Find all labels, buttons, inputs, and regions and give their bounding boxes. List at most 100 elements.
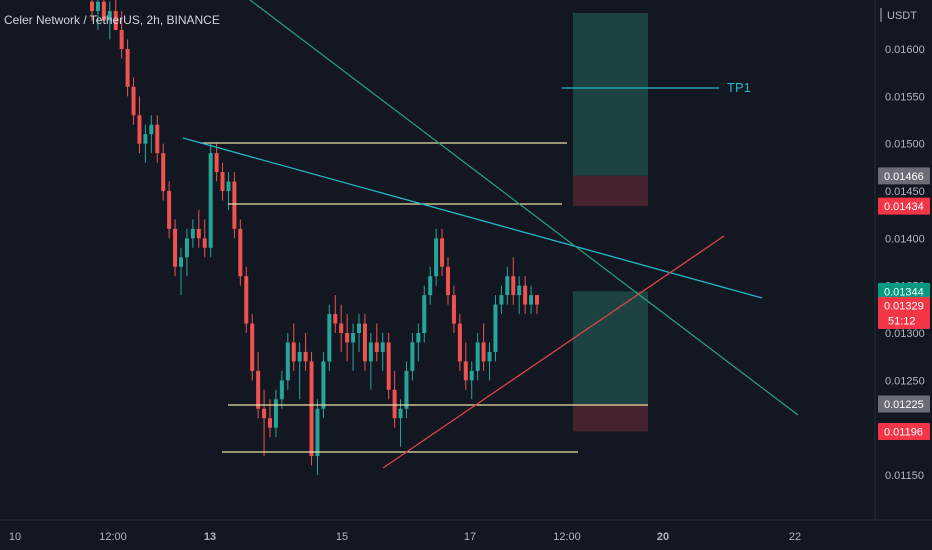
- candle: [392, 370, 397, 428]
- candle: [505, 266, 510, 305]
- candle: [463, 342, 468, 390]
- svg-text:0.01196: 0.01196: [884, 426, 923, 438]
- stop-zone-bottom: [573, 404, 648, 432]
- candle: [297, 342, 302, 400]
- price-labels: 0.01466 0.01434 0.01344 0.01329 51:12 0.01225…: [878, 167, 930, 440]
- time-tick: 20: [657, 531, 669, 543]
- candle: [333, 295, 338, 333]
- candle: [374, 323, 379, 362]
- candle: [357, 314, 361, 352]
- candle: [291, 323, 296, 371]
- candle: [143, 124, 148, 163]
- candle: [481, 323, 486, 371]
- candle: [493, 295, 498, 362]
- candle: [475, 333, 480, 381]
- candle: [184, 228, 189, 277]
- candle: [321, 351, 326, 419]
- candle: [125, 39, 130, 97]
- time-axis[interactable]: 10 12:00 13 15 17 12:00 20 22: [9, 531, 801, 543]
- candle: [386, 333, 391, 400]
- position-zones: [573, 13, 648, 432]
- candle: [380, 333, 385, 371]
- candle: [173, 219, 178, 277]
- diagonal-trendline: [249, 0, 799, 416]
- time-tick: 22: [789, 531, 801, 543]
- target-zone-bottom: [573, 291, 648, 404]
- candle: [113, 0, 118, 31]
- candle: [95, 0, 100, 31]
- candle: [362, 314, 367, 371]
- candle: [428, 266, 433, 305]
- candle: [196, 209, 201, 248]
- price-label: 0.01434: [878, 197, 930, 215]
- time-tick: 10: [9, 531, 21, 543]
- candle: [190, 219, 195, 248]
- time-tick: 15: [336, 531, 348, 543]
- candle: [214, 143, 219, 182]
- candle: [309, 351, 314, 466]
- candle: [440, 228, 445, 277]
- candle: [410, 333, 415, 381]
- time-tick: 12:00: [553, 531, 581, 543]
- candle: [220, 162, 225, 201]
- price-tick: 0.01250: [885, 375, 925, 387]
- price-tick: 0.01600: [885, 44, 925, 56]
- candle: [315, 399, 320, 475]
- svg-text:51:12: 51:12: [888, 316, 916, 328]
- candle: [167, 181, 172, 239]
- stop-zone-top: [573, 175, 648, 207]
- candle: [398, 399, 403, 447]
- candle: [202, 219, 207, 258]
- candle: [279, 370, 284, 409]
- candle: [469, 361, 474, 400]
- symbol-title: Celer Network / TetherUS, 2h, BINANCE: [4, 13, 220, 27]
- target-zone-top: [573, 13, 648, 176]
- candle: [303, 333, 308, 371]
- candle: [137, 96, 142, 154]
- candle: [327, 304, 332, 371]
- candle: [351, 323, 356, 371]
- candle: [285, 333, 290, 390]
- candle: [345, 314, 350, 362]
- candle: [101, 0, 106, 21]
- candle: [232, 172, 237, 239]
- candle: [244, 266, 249, 333]
- price-label: 0.01344: [878, 282, 930, 300]
- tp1-annotation: TP1: [727, 80, 751, 95]
- candle: [446, 257, 450, 305]
- candle: [155, 115, 160, 163]
- candle: [368, 333, 373, 390]
- candle: [535, 295, 539, 315]
- descending-trendline: [182, 137, 763, 299]
- time-tick: 12:00: [99, 531, 127, 543]
- candle: [499, 285, 504, 315]
- price-tick: 0.01150: [885, 470, 924, 482]
- svg-text:0.01466: 0.01466: [884, 171, 924, 183]
- candle: [107, 1, 112, 40]
- candle: [422, 285, 427, 343]
- price-tick: 0.01500: [885, 139, 925, 151]
- candle: [119, 11, 124, 59]
- candle: [339, 304, 344, 352]
- price-tick: 0.01450: [885, 186, 925, 198]
- svg-text:0.01225: 0.01225: [884, 399, 924, 411]
- candle: [208, 143, 213, 258]
- time-tick: 13: [204, 531, 216, 543]
- candle: [404, 361, 409, 419]
- candle: [262, 389, 267, 457]
- candle: [523, 276, 528, 315]
- candle: [487, 342, 492, 381]
- candle: [90, 0, 94, 21]
- candle: [457, 314, 462, 371]
- price-label: 0.01196: [878, 422, 930, 440]
- candle: [250, 314, 255, 381]
- candle: [131, 77, 136, 125]
- candle: [529, 285, 534, 315]
- ascending-trendline: [382, 235, 725, 469]
- candle: [179, 247, 183, 296]
- candle: [161, 143, 166, 201]
- svg-text:0.01434: 0.01434: [884, 201, 924, 213]
- price-tick: 0.01550: [885, 91, 925, 103]
